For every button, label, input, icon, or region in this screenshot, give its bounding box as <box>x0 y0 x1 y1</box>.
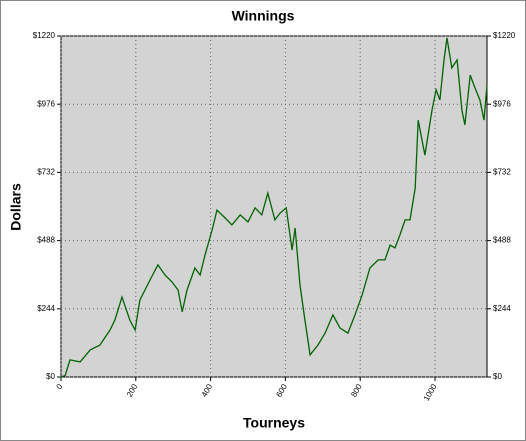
y-tick-label-right: $244 <box>493 304 511 313</box>
y-tick-label-right: $0 <box>493 372 502 381</box>
x-axis-title: Tourneys <box>243 415 305 431</box>
y-tick-label: $732 <box>37 168 55 177</box>
y-tick-label: $488 <box>37 236 55 245</box>
plot-area <box>60 35 488 378</box>
x-tick-label: 0 <box>55 382 65 391</box>
y-tick-label-right: $488 <box>493 236 511 245</box>
y-axis-title: Dollars <box>8 183 24 231</box>
y-tick-label-right: $732 <box>493 168 511 177</box>
chart-title: Winnings <box>232 8 295 24</box>
y-tick-label: $0 <box>46 372 55 381</box>
y-tick-label-right: $976 <box>493 99 511 108</box>
y-tick-label: $976 <box>37 99 55 108</box>
y-tick-label-right: $1220 <box>493 31 516 40</box>
data-line <box>60 37 488 378</box>
y-tick-label: $244 <box>37 304 55 313</box>
y-tick-label: $1220 <box>33 31 56 40</box>
